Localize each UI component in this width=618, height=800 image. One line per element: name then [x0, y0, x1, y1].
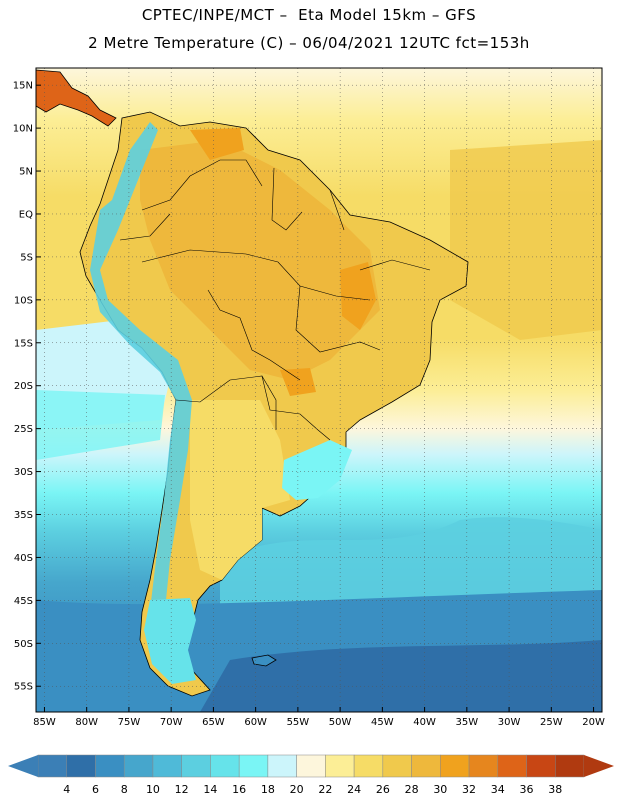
colorbar-swatch [267, 754, 297, 778]
colorbar-level-label: 14 [203, 783, 217, 796]
colorbar-swatch [440, 754, 470, 778]
colorbar-level-label: 22 [318, 783, 332, 796]
lat-tick-label: 35S [14, 510, 33, 521]
colorbar-swatch [181, 754, 211, 778]
map-frame [35, 67, 603, 713]
colorbar-swatch [411, 754, 441, 778]
axis-tick-labels: 85W 80W 75W 70W 65W 60W 55W 50W 45W 40W 35W 30W 25W 2… [13, 81, 605, 728]
colorbar-level-label: 10 [146, 783, 160, 796]
lon-tick-label: 60W [244, 717, 267, 728]
colorbar-swatch [37, 754, 67, 778]
colorbar-swatch [353, 754, 384, 778]
colorbar-swatch [152, 754, 182, 778]
lat-tick-label: 10N [13, 124, 33, 135]
colorbar-level-label: 20 [290, 783, 304, 796]
colorbar-level-label: 26 [376, 783, 390, 796]
lat-lon-grid [36, 68, 602, 712]
lon-tick-label: 25W [540, 717, 563, 728]
chart-title-line-1: CPTEC/INPE/MCT – Eta Model 15km – GFS [141, 6, 477, 24]
lat-tick-label: EQ [19, 209, 33, 220]
chart-title-line-2: 2 Metre Temperature (C) – 06/04/2021 12U… [88, 34, 530, 52]
central-america-land [36, 69, 117, 127]
colorbar-low-arrow [8, 755, 38, 777]
lon-tick-label: 70W [160, 717, 183, 728]
lat-tick-label: 10S [14, 295, 33, 306]
lat-tick-label: 30S [14, 467, 33, 478]
andes-cold-strip [90, 122, 192, 640]
colorbar-level-label: 6 [92, 783, 99, 796]
lat-tick-label: 45S [14, 596, 33, 607]
lon-tick-label: 20W [582, 717, 605, 728]
lon-tick-label: 50W [329, 717, 352, 728]
colorbar-swatch [325, 754, 355, 778]
lon-tick-label: 85W [33, 717, 56, 728]
lon-tick-label: 75W [118, 717, 141, 728]
colorbar-level-label: 28 [405, 783, 419, 796]
colorbar-level-label: 34 [491, 783, 505, 796]
hottest-area [190, 128, 376, 396]
hot-interior-area [140, 140, 380, 380]
colorbar-level-label: 32 [462, 783, 476, 796]
colorbar-level-label: 18 [261, 783, 275, 796]
falkland-islands [251, 654, 277, 667]
colorbar-swatch [66, 754, 96, 778]
colorbar-swatch [296, 754, 326, 778]
colorbar-swatch [123, 754, 154, 778]
lon-tick-label: 35W [456, 717, 479, 728]
country-borders [119, 159, 431, 441]
lat-tick-label: 50S [14, 639, 33, 650]
lat-tick-label: 5N [19, 167, 33, 178]
lon-tick-label: 80W [75, 717, 98, 728]
lon-tick-label: 55W [287, 717, 310, 728]
colorbar-swatch [210, 754, 240, 778]
lat-tick-label: 55S [14, 682, 33, 693]
colorbar-swatch [497, 754, 527, 778]
colorbar-level-label: 36 [520, 783, 534, 796]
lat-tick-label: 15N [13, 81, 33, 92]
colorbar-level-label: 12 [175, 783, 189, 796]
colorbar-level-label: 38 [548, 783, 562, 796]
axis-tick-marks [36, 84, 595, 712]
colorbar-level-label: 16 [232, 783, 246, 796]
lon-tick-label: 45W [371, 717, 394, 728]
uruguay-cool-area [282, 440, 352, 500]
colorbar-level-label: 4 [63, 783, 70, 796]
colorbar-swatch [238, 754, 269, 778]
colorbar-swatch [95, 754, 125, 778]
lat-tick-label: 15S [14, 338, 33, 349]
lat-tick-label: 20S [14, 381, 33, 392]
colorbar-level-label: 8 [121, 783, 128, 796]
colorbar-level-label: 30 [433, 783, 447, 796]
patagonia-cool-area [144, 598, 196, 684]
warm-atlantic-area [450, 140, 602, 340]
lon-tick-label: 40W [413, 717, 436, 728]
lat-tick-label: 25S [14, 424, 33, 435]
lat-tick-label: 5S [20, 252, 33, 263]
colorbar-swatch [468, 754, 499, 778]
colorbar-level-label: 24 [347, 783, 361, 796]
colorbar-swatch [382, 754, 412, 778]
colorbar-high-arrow [584, 755, 614, 777]
lon-tick-label: 30W [498, 717, 521, 728]
coastal-cool-area [36, 390, 165, 460]
deep-southern-area [200, 640, 602, 712]
colorbar-swatch [555, 754, 585, 778]
lat-tick-label: 40S [14, 553, 33, 564]
argentina-mild-area [190, 400, 290, 580]
lon-tick-label: 65W [202, 717, 225, 728]
colorbar-swatch [526, 754, 556, 778]
